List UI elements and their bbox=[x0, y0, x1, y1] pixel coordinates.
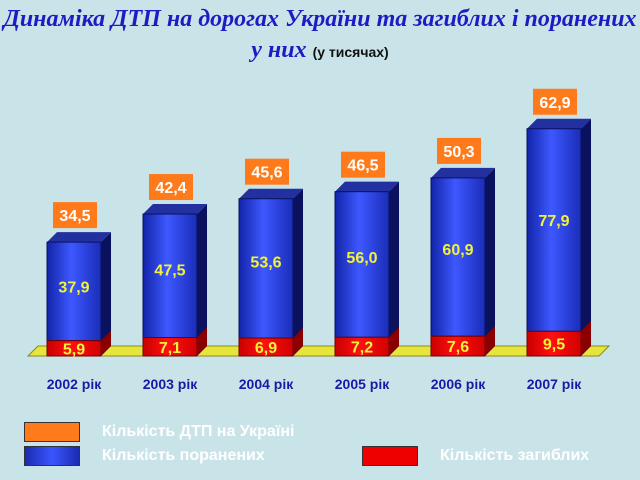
x-tick-label: 2005 рік bbox=[335, 376, 390, 392]
x-tick-label: 2007 рік bbox=[527, 376, 582, 392]
bar-side bbox=[485, 167, 495, 356]
data-label-injured: 60,9 bbox=[442, 242, 473, 259]
bar-segment-injured bbox=[142, 213, 198, 339]
data-label-deaths: 7,2 bbox=[351, 340, 373, 357]
data-label-deaths: 5,9 bbox=[63, 341, 85, 358]
data-label-box-accidents bbox=[149, 174, 193, 201]
legend-label-deaths: Кількість загиблих bbox=[440, 447, 590, 464]
bar-side bbox=[197, 204, 207, 356]
data-label-box-accidents bbox=[341, 151, 385, 178]
bar-side-deaths bbox=[581, 321, 591, 356]
chart-title: Динаміка ДТП на дорогах України та загиб… bbox=[0, 4, 640, 68]
bar-top bbox=[143, 204, 207, 215]
data-label-deaths: 7,6 bbox=[447, 339, 469, 356]
x-tick-label: 2002 рік bbox=[47, 376, 102, 392]
data-label-accidents: 34,5 bbox=[59, 208, 90, 225]
bar-segment-injured bbox=[430, 177, 486, 337]
legend-swatch-deaths bbox=[362, 446, 418, 466]
bar-top bbox=[47, 232, 111, 243]
data-label-accidents: 46,5 bbox=[347, 158, 378, 175]
legend-label-injured: Кількість поранених bbox=[102, 447, 265, 464]
data-label-accidents: 50,3 bbox=[443, 144, 474, 161]
bar-side bbox=[101, 232, 111, 356]
data-label-box-accidents bbox=[245, 158, 289, 185]
data-label-injured: 77,9 bbox=[538, 213, 569, 230]
legend-label-accidents: Кількість ДТП на Україні bbox=[102, 423, 295, 440]
bar-top bbox=[239, 188, 303, 199]
legend-swatch-accidents bbox=[24, 422, 80, 442]
legend-swatch-injured bbox=[24, 446, 80, 466]
data-label-injured: 53,6 bbox=[250, 254, 281, 271]
bar-top bbox=[527, 118, 591, 129]
data-label-accidents: 45,6 bbox=[251, 165, 282, 182]
chart-title-unit: (у тисячах) bbox=[312, 44, 389, 60]
bar-side-deaths bbox=[389, 327, 399, 356]
chart-title-text: Динаміка ДТП на дорогах України та загиб… bbox=[3, 6, 637, 63]
bar-side bbox=[293, 188, 303, 356]
data-label-injured: 47,5 bbox=[154, 263, 185, 280]
bar-side bbox=[389, 181, 399, 356]
data-label-injured: 37,9 bbox=[58, 279, 89, 296]
bar-side-deaths bbox=[101, 330, 111, 356]
data-label-box-accidents bbox=[53, 202, 97, 229]
bar-top bbox=[431, 167, 495, 178]
bar-segment-injured bbox=[238, 198, 294, 339]
data-label-deaths: 9,5 bbox=[543, 337, 565, 354]
bar-segment-injured bbox=[334, 191, 390, 338]
data-label-injured: 56,0 bbox=[346, 250, 377, 267]
bar-side-deaths bbox=[485, 326, 495, 356]
data-label-deaths: 6,9 bbox=[255, 340, 277, 357]
x-tick-label: 2004 рік bbox=[239, 376, 294, 392]
bar-segment-injured bbox=[526, 128, 582, 332]
data-label-box-accidents bbox=[533, 88, 577, 115]
data-label-accidents: 62,9 bbox=[539, 95, 570, 112]
bar-side-deaths bbox=[293, 328, 303, 356]
chart-floor bbox=[26, 345, 611, 357]
x-tick-label: 2003 рік bbox=[143, 376, 198, 392]
bar-top bbox=[335, 181, 399, 192]
data-label-box-accidents bbox=[437, 137, 481, 164]
bar-side bbox=[581, 118, 591, 356]
data-label-accidents: 42,4 bbox=[155, 180, 186, 197]
bar-segment-deaths bbox=[526, 330, 582, 357]
bar-side-deaths bbox=[197, 327, 207, 356]
x-tick-label: 2006 рік bbox=[431, 376, 486, 392]
data-label-deaths: 7,1 bbox=[159, 340, 181, 357]
